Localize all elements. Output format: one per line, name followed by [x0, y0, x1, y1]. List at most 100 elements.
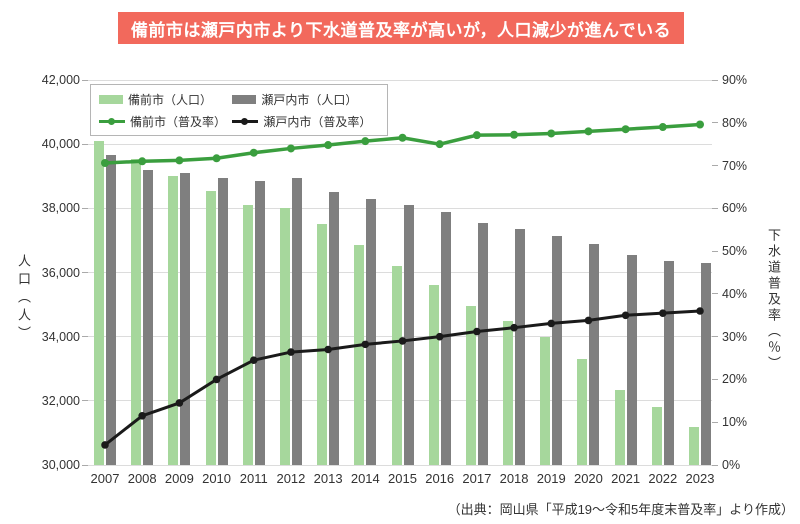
bar-setouchi-pop-2009	[180, 173, 191, 465]
legend-item-bizen-rate: 備前市（普及率）	[99, 110, 232, 132]
y2-axis-label: 30%	[722, 329, 748, 344]
chart-title: 備前市は瀬戸内市より下水道普及率が高いが，人口減少が進んでいる	[130, 20, 672, 40]
y2-axis-tick	[712, 464, 718, 466]
x-axis-label: 2013	[313, 471, 343, 486]
setouchi-population-bar-swatch	[232, 94, 257, 104]
y-axis-tick	[82, 336, 88, 338]
y-axis-tick	[82, 464, 88, 466]
setouchi-rate-line-swatch	[232, 117, 259, 126]
legend-item-setouchi-rate: 瀬戸内市（普及率）	[232, 110, 379, 132]
x-axis-label: 2007	[90, 471, 120, 486]
y2-axis-label: 40%	[722, 286, 748, 301]
y-axis-label: 32,000	[41, 393, 80, 408]
bar-bizen-pop-2015	[391, 266, 402, 465]
y-axis-label: 36,000	[41, 265, 80, 280]
bar-setouchi-pop-2012	[291, 177, 302, 465]
marker-bizen-rate-2011	[249, 148, 258, 157]
y2-axis-tick	[712, 336, 718, 338]
chart-title-banner: 備前市は瀬戸内市より下水道普及率が高いが，人口減少が進んでいる	[118, 12, 684, 44]
bar-setouchi-pop-2015	[403, 205, 414, 465]
y-axis-label: 30,000	[41, 458, 80, 472]
y2-axis-label: 50%	[722, 244, 748, 259]
marker-bizen-rate-2012	[286, 144, 295, 153]
gridline	[88, 464, 712, 466]
bar-setouchi-pop-2014	[366, 198, 377, 465]
x-axis-label: 2017	[462, 471, 492, 486]
bizen-rate-line-swatch	[99, 117, 125, 126]
y-axis-tick	[82, 143, 88, 145]
y-axis-tick	[82, 400, 88, 402]
x-axis-label: 2023	[685, 471, 715, 486]
x-axis-label: 2008	[127, 471, 157, 486]
legend-label-setouchi-rate: 瀬戸内市（普及率）	[263, 114, 372, 129]
legend-label-bizen-rate: 備前市（普及率）	[130, 114, 227, 129]
y2-axis-tick	[712, 79, 718, 81]
marker-bizen-rate-2015	[398, 133, 407, 142]
bar-setouchi-pop-2022	[663, 261, 674, 465]
marker-bizen-rate-2023	[696, 120, 704, 129]
bar-setouchi-pop-2011	[254, 181, 265, 465]
marker-bizen-rate-2009	[175, 156, 184, 165]
x-axis-label: 2019	[536, 471, 566, 486]
y2-axis-label: 10%	[722, 415, 748, 430]
bar-setouchi-pop-2018	[515, 229, 526, 465]
x-axis-label: 2018	[499, 471, 529, 486]
x-axis-label: 2011	[239, 471, 268, 486]
bar-setouchi-pop-2020	[589, 243, 600, 465]
bar-setouchi-pop-2016	[440, 211, 451, 465]
legend-label-setouchi-population: 瀬戸内市（人口）	[261, 92, 358, 107]
right-axis-title: 下水道普及率（％）	[766, 228, 781, 372]
x-axis-label: 2022	[648, 471, 678, 486]
bizen-population-bar-swatch	[99, 94, 123, 104]
y2-axis-tick	[712, 293, 718, 295]
bar-bizen-pop-2012	[279, 208, 290, 465]
x-axis-label: 2020	[573, 471, 603, 486]
y2-axis-label: 0%	[722, 458, 741, 472]
bar-setouchi-pop-2017	[477, 222, 488, 465]
y-axis-label: 34,000	[41, 329, 80, 344]
bar-bizen-pop-2010	[205, 190, 216, 465]
marker-bizen-rate-2022	[658, 123, 667, 132]
source-note: （出典：岡山県「平成19～令和5年度末普及率」より作成）	[447, 502, 794, 517]
marker-bizen-rate-2013	[324, 141, 333, 150]
y-axis-tick	[82, 79, 88, 81]
bar-bizen-pop-2017	[465, 306, 476, 465]
bar-setouchi-pop-2019	[552, 235, 563, 465]
x-axis-label: 2009	[164, 471, 194, 486]
legend-item-setouchi-population: 瀬戸内市（人口）	[232, 88, 379, 110]
bar-setouchi-pop-2021	[626, 254, 637, 465]
y2-axis-label: 70%	[722, 158, 748, 173]
bar-bizen-pop-2009	[168, 176, 179, 465]
legend-item-bizen-population: 備前市（人口）	[99, 88, 232, 110]
marker-bizen-rate-2020	[584, 127, 593, 136]
bar-bizen-pop-2020	[577, 359, 588, 465]
legend-label-bizen-population: 備前市（人口）	[128, 92, 213, 107]
y2-axis-tick	[712, 207, 718, 209]
bar-bizen-pop-2023	[689, 426, 699, 465]
y2-axis-label: 60%	[722, 201, 748, 216]
x-axis-label: 2010	[202, 471, 232, 486]
bar-setouchi-pop-2010	[217, 177, 228, 465]
left-axis-title: 人口（人）	[16, 254, 31, 344]
bar-setouchi-pop-2007	[106, 155, 116, 465]
legend: 備前市（人口） 瀬戸内市（人口） 備前市（普及率） 瀬戸内市（普及率）	[90, 84, 388, 136]
y2-axis-label: 90%	[722, 73, 748, 87]
bar-bizen-pop-2014	[354, 245, 365, 465]
x-axis-label: 2012	[276, 471, 306, 486]
bar-bizen-pop-2007	[94, 140, 104, 465]
bar-bizen-pop-2019	[540, 336, 551, 465]
y2-axis-tick	[712, 421, 718, 423]
x-axis-label: 2015	[388, 471, 417, 486]
y2-axis-label: 80%	[722, 115, 748, 130]
y2-axis-tick	[712, 122, 718, 124]
bar-setouchi-pop-2013	[329, 192, 340, 465]
bar-bizen-pop-2022	[651, 407, 662, 465]
y-axis-label: 42,000	[41, 73, 80, 87]
marker-bizen-rate-2010	[212, 154, 221, 163]
bar-bizen-pop-2008	[131, 158, 142, 465]
gridline	[88, 143, 712, 145]
bar-bizen-pop-2013	[317, 224, 328, 465]
marker-bizen-rate-2018	[510, 130, 519, 139]
y2-axis-tick	[712, 165, 718, 167]
